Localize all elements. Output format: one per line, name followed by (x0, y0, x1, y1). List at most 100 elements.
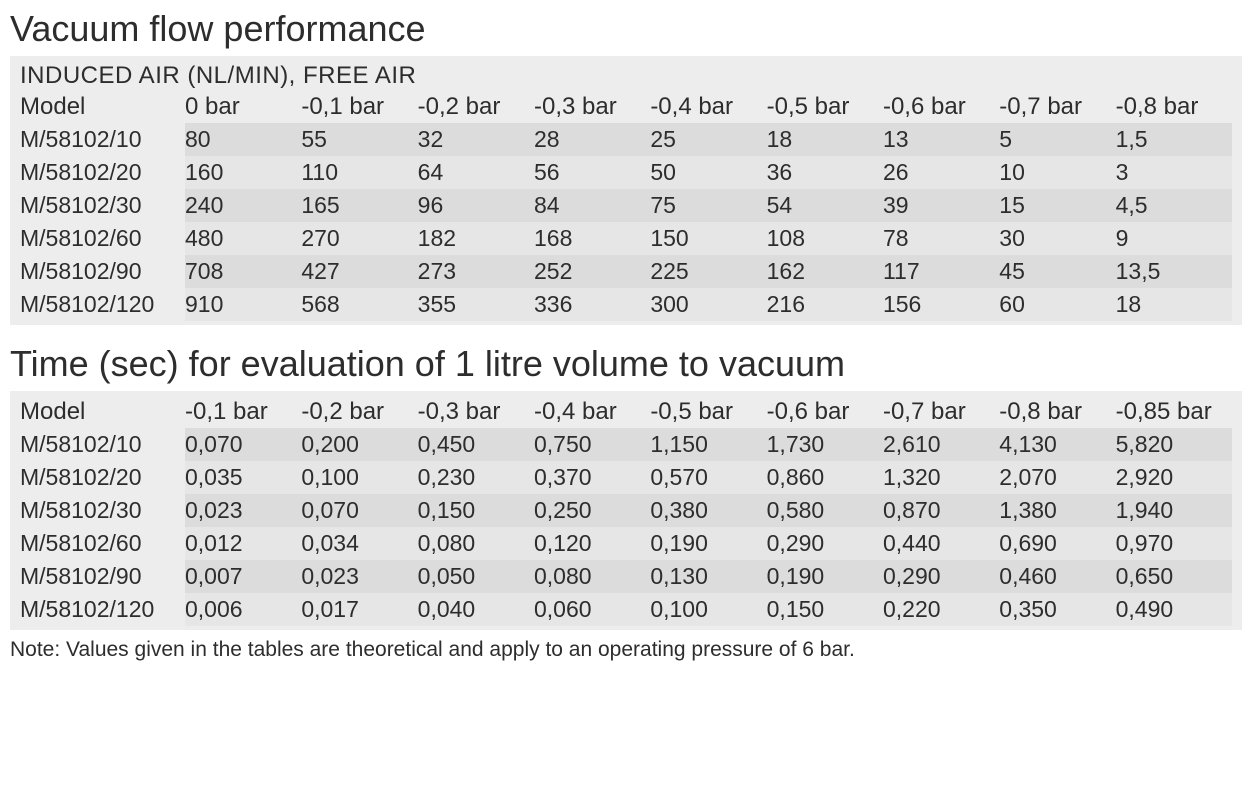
cell: 64 (418, 156, 534, 189)
cell: 0,970 (1116, 527, 1232, 560)
cell: 0,040 (418, 593, 534, 626)
col-header: Model (20, 395, 185, 428)
cell: 0,190 (767, 560, 883, 593)
cell: 25 (650, 123, 766, 156)
table-row: M/58102/60 0,012 0,034 0,080 0,120 0,190… (20, 527, 1232, 560)
cell: 0,007 (185, 560, 301, 593)
col-header: -0,2 bar (301, 395, 417, 428)
table1-title: Vacuum flow performance (10, 8, 1242, 50)
cell: 0,050 (418, 560, 534, 593)
cell: 480 (185, 222, 301, 255)
cell: 355 (418, 288, 534, 321)
cell: 0,250 (534, 494, 650, 527)
model-cell: M/58102/20 (20, 156, 185, 189)
cell: 0,490 (1116, 593, 1232, 626)
cell: 300 (650, 288, 766, 321)
cell: 0,230 (418, 461, 534, 494)
cell: 252 (534, 255, 650, 288)
cell: 110 (301, 156, 417, 189)
table-row: M/58102/10 0,070 0,200 0,450 0,750 1,150… (20, 428, 1232, 461)
cell: 0,440 (883, 527, 999, 560)
col-header: -0,2 bar (418, 90, 534, 123)
cell: 0,017 (301, 593, 417, 626)
cell: 225 (650, 255, 766, 288)
cell: 18 (1116, 288, 1232, 321)
cell: 0,190 (650, 527, 766, 560)
cell: 0,150 (767, 593, 883, 626)
cell: 216 (767, 288, 883, 321)
cell: 3 (1116, 156, 1232, 189)
model-cell: M/58102/90 (20, 560, 185, 593)
cell: 54 (767, 189, 883, 222)
cell: 1,730 (767, 428, 883, 461)
cell: 0,080 (418, 527, 534, 560)
cell: 162 (767, 255, 883, 288)
table1-header-row: Model 0 bar -0,1 bar -0,2 bar -0,3 bar -… (20, 90, 1232, 123)
cell: 0,290 (883, 560, 999, 593)
cell: 0,060 (534, 593, 650, 626)
cell: 0,023 (185, 494, 301, 527)
model-cell: M/58102/60 (20, 222, 185, 255)
cell: 0,023 (301, 560, 417, 593)
cell: 28 (534, 123, 650, 156)
cell: 240 (185, 189, 301, 222)
model-cell: M/58102/30 (20, 189, 185, 222)
cell: 0,350 (999, 593, 1115, 626)
cell: 36 (767, 156, 883, 189)
cell: 9 (1116, 222, 1232, 255)
cell: 182 (418, 222, 534, 255)
cell: 160 (185, 156, 301, 189)
model-cell: M/58102/10 (20, 428, 185, 461)
cell: 32 (418, 123, 534, 156)
col-header: Model (20, 90, 185, 123)
cell: 1,150 (650, 428, 766, 461)
cell: 75 (650, 189, 766, 222)
cell: 0,130 (650, 560, 766, 593)
col-header: -0,1 bar (301, 90, 417, 123)
cell: 427 (301, 255, 417, 288)
cell: 0,860 (767, 461, 883, 494)
cell: 5,820 (1116, 428, 1232, 461)
cell: 0,460 (999, 560, 1115, 593)
model-cell: M/58102/20 (20, 461, 185, 494)
cell: 0,220 (883, 593, 999, 626)
cell: 80 (185, 123, 301, 156)
cell: 0,690 (999, 527, 1115, 560)
footnote: Note: Values given in the tables are the… (10, 638, 1242, 662)
table-row: M/58102/10 80 55 32 28 25 18 13 5 1,5 (20, 123, 1232, 156)
cell: 1,380 (999, 494, 1115, 527)
table2-title: Time (sec) for evaluation of 1 litre vol… (10, 343, 1242, 385)
cell: 5 (999, 123, 1115, 156)
cell: 60 (999, 288, 1115, 321)
model-cell: M/58102/120 (20, 288, 185, 321)
table1: Model 0 bar -0,1 bar -0,2 bar -0,3 bar -… (20, 90, 1232, 321)
cell: 18 (767, 123, 883, 156)
col-header: -0,1 bar (185, 395, 301, 428)
cell: 45 (999, 255, 1115, 288)
col-header: -0,7 bar (999, 90, 1115, 123)
cell: 56 (534, 156, 650, 189)
col-header: -0,5 bar (650, 395, 766, 428)
col-header: -0,8 bar (999, 395, 1115, 428)
col-header: -0,3 bar (534, 90, 650, 123)
cell: 0,750 (534, 428, 650, 461)
col-header: -0,4 bar (650, 90, 766, 123)
cell: 0,380 (650, 494, 766, 527)
table-row: M/58102/120 910 568 355 336 300 216 156 … (20, 288, 1232, 321)
cell: 1,940 (1116, 494, 1232, 527)
cell: 0,034 (301, 527, 417, 560)
cell: 84 (534, 189, 650, 222)
cell: 568 (301, 288, 417, 321)
cell: 0,012 (185, 527, 301, 560)
cell: 2,610 (883, 428, 999, 461)
cell: 0,370 (534, 461, 650, 494)
cell: 13 (883, 123, 999, 156)
table-row: M/58102/20 0,035 0,100 0,230 0,370 0,570… (20, 461, 1232, 494)
cell: 78 (883, 222, 999, 255)
cell: 108 (767, 222, 883, 255)
model-cell: M/58102/30 (20, 494, 185, 527)
model-cell: M/58102/10 (20, 123, 185, 156)
cell: 4,130 (999, 428, 1115, 461)
cell: 15 (999, 189, 1115, 222)
cell: 910 (185, 288, 301, 321)
